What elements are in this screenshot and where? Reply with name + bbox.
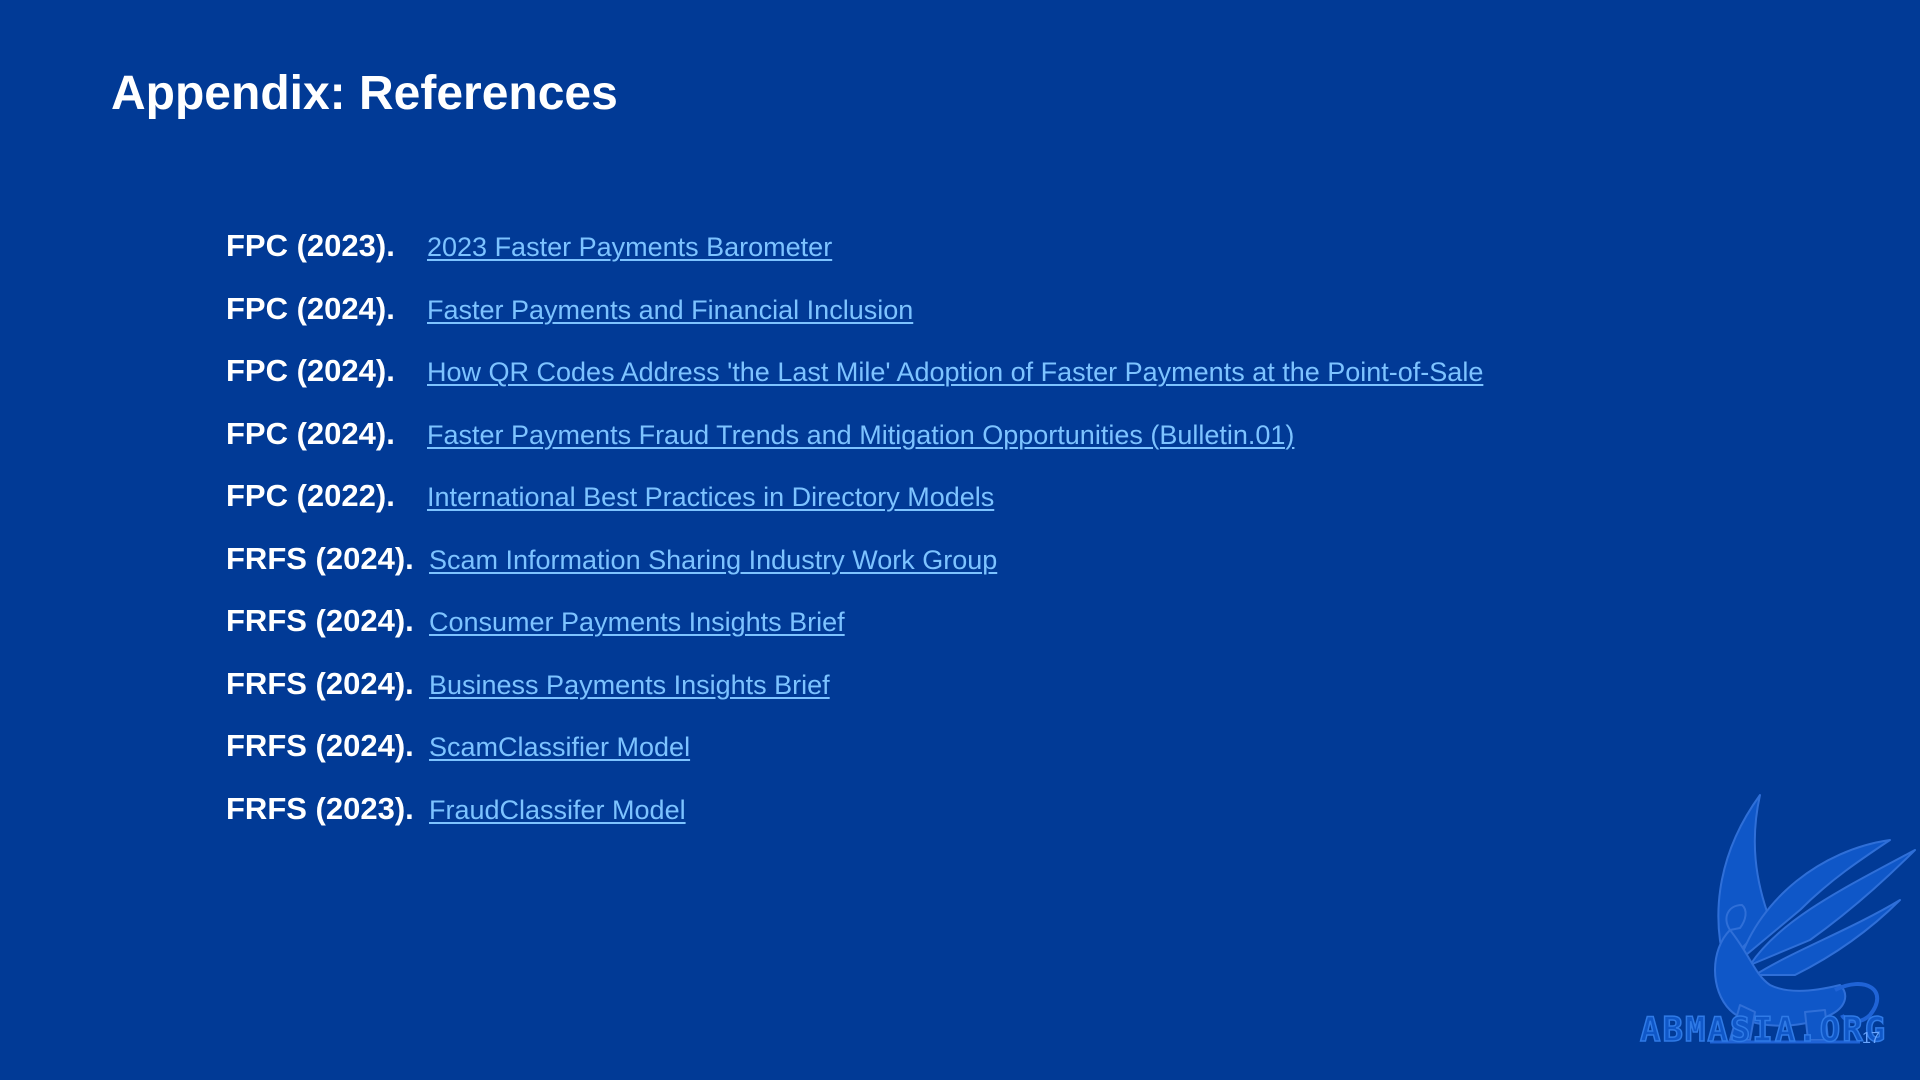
reference-citation: FRFS (2024). (226, 540, 414, 576)
reference-item: FRFS (2024). Scam Information Sharing In… (226, 541, 1483, 604)
reference-link[interactable]: Faster Payments and Financial Inclusion (427, 294, 914, 325)
reference-citation: FPC (2022). (226, 478, 395, 513)
reference-link[interactable]: International Best Practices in Director… (427, 482, 995, 512)
page-number: 17 (1862, 1030, 1880, 1047)
reference-citation: FPC (2023). (226, 228, 395, 263)
reference-item: FRFS (2024). ScamClassifier Model (226, 728, 1483, 791)
reference-item: FRFS (2024). Consumer Payments Insights … (226, 603, 1483, 666)
reference-link[interactable]: Consumer Payments Insights Brief (429, 607, 845, 637)
reference-item: FPC (2024). Faster Payments Fraud Trends… (226, 416, 1483, 479)
reference-item: FRFS (2024). Business Payments Insights … (226, 666, 1483, 729)
reference-item: FRFS (2023). FraudClassifer Model (226, 791, 1483, 854)
griffin-logo-icon (1710, 794, 1916, 1044)
reference-item: FPC (2024). How QR Codes Address 'the La… (226, 353, 1483, 416)
reference-link[interactable]: Faster Payments Fraud Trends and Mitigat… (427, 419, 1295, 450)
reference-item: FPC (2024). Faster Payments and Financia… (226, 291, 1483, 354)
reference-link[interactable]: Scam Information Sharing Industry Work G… (429, 544, 998, 575)
reference-link[interactable]: How QR Codes Address 'the Last Mile' Ado… (427, 357, 1484, 387)
watermark-text: ABMASIA.ORG (1639, 1009, 1888, 1051)
reference-citation: FRFS (2023). (226, 790, 414, 826)
reference-citation: FRFS (2024). (226, 603, 414, 638)
reference-link[interactable]: 2023 Faster Payments Barometer (427, 232, 833, 262)
reference-citation: FRFS (2024). (226, 665, 414, 701)
reference-citation: FPC (2024). (226, 290, 395, 326)
reference-link[interactable]: ScamClassifier Model (429, 732, 691, 762)
reference-citation: FPC (2024). (226, 415, 395, 451)
reference-link[interactable]: FraudClassifer Model (429, 794, 686, 825)
slide-title: Appendix: References (111, 67, 618, 120)
reference-citation: FRFS (2024). (226, 728, 414, 763)
reference-link[interactable]: Business Payments Insights Brief (429, 669, 830, 700)
reference-citation: FPC (2024). (226, 353, 395, 388)
reference-item: FPC (2023). 2023 Faster Payments Baromet… (226, 228, 1483, 291)
reference-item: FPC (2022). International Best Practices… (226, 478, 1483, 541)
references-list: FPC (2023). 2023 Faster Payments Baromet… (226, 228, 1483, 853)
